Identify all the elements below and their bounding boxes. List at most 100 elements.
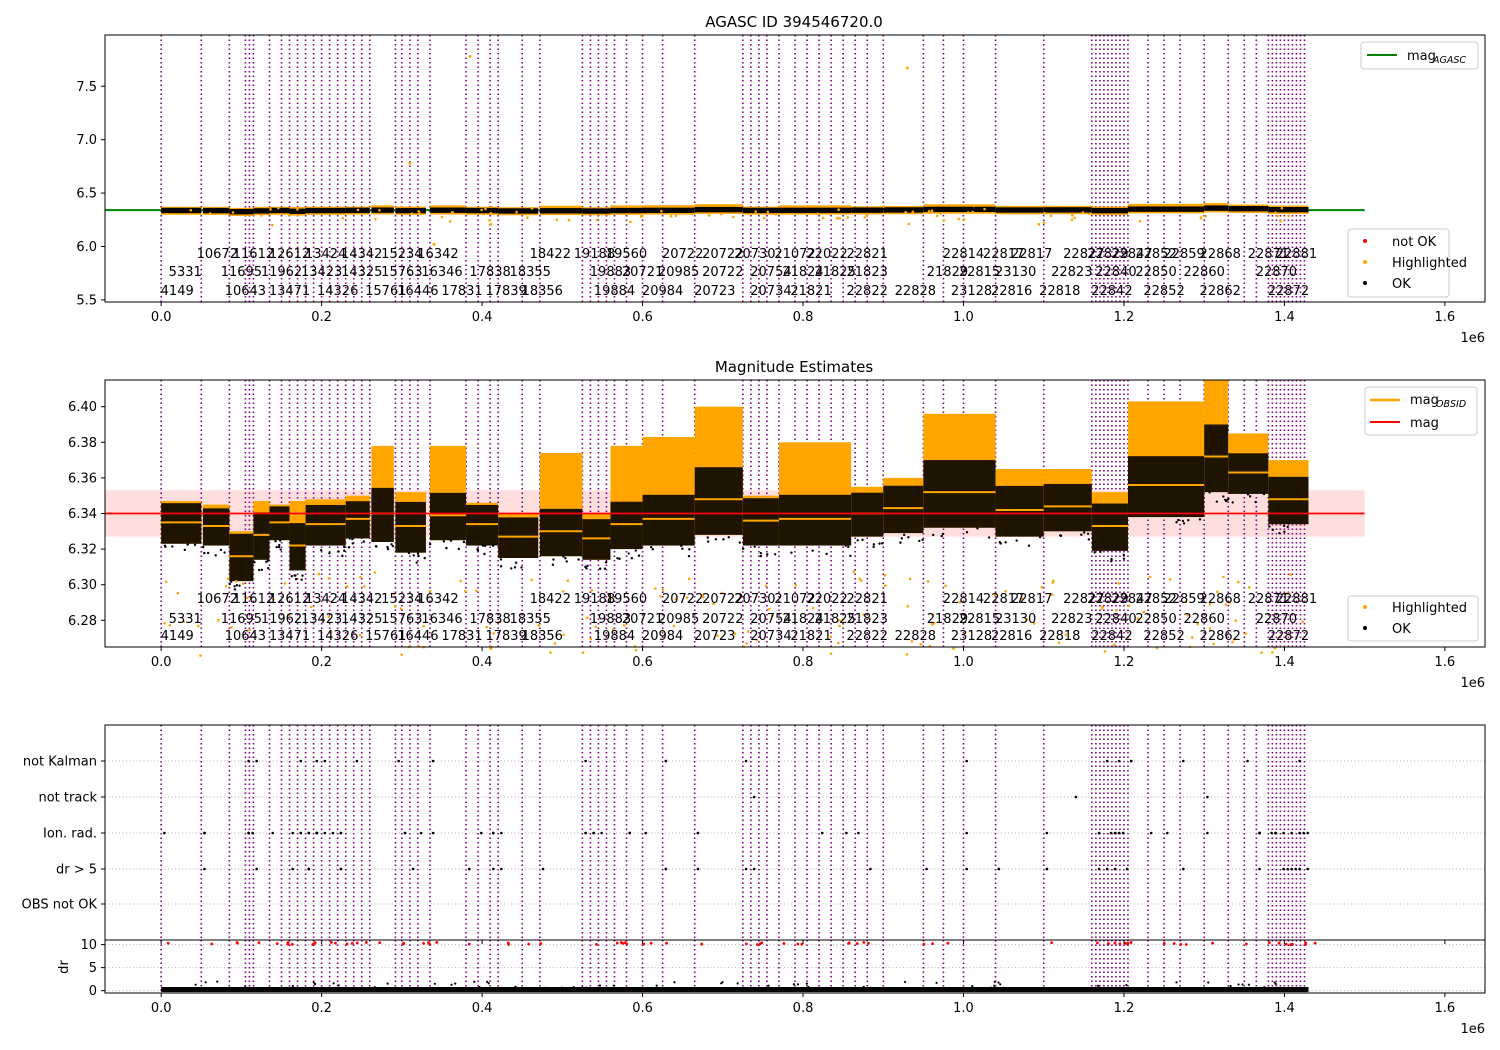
legend-mag-label: mag (1410, 416, 1439, 431)
flags-point (479, 831, 483, 835)
mid-obsid-label: 22847 (1111, 592, 1152, 607)
mid-ok-point (390, 543, 393, 546)
dr-panel: 0.0 0.2 0.4 0.6 0.8 1.0 1.2 1.4 1.6 1e6 0 5 10 dr (57, 938, 1486, 1037)
mid-ok-point (1182, 522, 1186, 525)
top-obsid-label: 20721 (622, 265, 663, 280)
mid-xtick-label: 1.4 (1274, 655, 1295, 670)
top-highlighted-point (595, 218, 599, 222)
mid-ok-band (642, 494, 695, 546)
top-obsid-label: 4149 (161, 284, 194, 299)
flags-point (397, 759, 400, 763)
dr-ok-point (485, 980, 489, 983)
flags-point (299, 759, 303, 763)
dr-not-ok-point (615, 941, 619, 945)
dr-not-ok-point (642, 942, 646, 946)
top-highlighted-point (1138, 219, 1142, 223)
top-highlighted-point (983, 207, 986, 211)
mid-highlighted-point (767, 607, 771, 611)
flags-point (696, 867, 700, 871)
top-obsid-label: 20723 (694, 284, 735, 299)
mid-ok-point (680, 544, 683, 547)
mid-ok-point (1015, 539, 1018, 542)
mid-obsid-label: 19560 (606, 592, 647, 607)
flags-point (291, 867, 295, 871)
flags-point (251, 831, 254, 835)
top-highlighted-point (1081, 211, 1085, 214)
mid-highlighted-point (944, 584, 947, 588)
top-obsid-label: 22817 (983, 247, 1024, 262)
top-obsid-label: 20722 (702, 247, 743, 262)
mid-ok-point (637, 554, 641, 557)
mid-ok-point (861, 538, 864, 541)
mid-obsid-label: 21825 (814, 612, 855, 627)
top-obsid-label: 13424 (305, 247, 346, 262)
mid-ok-point (627, 552, 630, 555)
dr-ok-point (721, 981, 724, 984)
top-obsid-label: 22860 (1184, 265, 1225, 280)
top-highlighted-point (907, 222, 911, 226)
top-highlighted-point (957, 217, 960, 221)
mid-ok-point (1271, 528, 1274, 531)
mid-ok-point (257, 568, 261, 572)
dr-ok-point (997, 981, 1000, 984)
top-obsid-label: 22821 (847, 247, 888, 262)
dr-not-ok-point (428, 942, 432, 946)
top-highlighted-point (962, 218, 966, 221)
top-ok-band (395, 207, 426, 214)
top-obsid-label: 22829 (1087, 247, 1128, 262)
dr-ok-point (655, 984, 658, 987)
mid-ytick-label: 6.30 (68, 578, 97, 593)
mid-ok-point (442, 540, 446, 543)
top-obsid-label: 20722 (662, 247, 703, 262)
mid-ok-band (1043, 483, 1092, 532)
top-xtick-label: 1.0 (953, 310, 974, 325)
flags-point (1097, 831, 1101, 835)
mid-highlighted-point (1236, 580, 1240, 584)
top-ok-band (269, 207, 290, 214)
top-obsid-label: 15761 (365, 284, 406, 299)
mid-highlighted-point (399, 607, 403, 611)
top-highlighted-point (660, 209, 663, 213)
dr-not-ok-point (621, 941, 625, 945)
dr-ok-point (1229, 984, 1232, 988)
mid-highlighted-point (245, 596, 249, 600)
dr-not-ok-point (286, 942, 290, 946)
top-highlighted-point (911, 210, 915, 214)
dr-not-ok-point (1244, 942, 1248, 946)
dr-ok-point (572, 986, 575, 989)
mid-ok-point (687, 554, 691, 558)
mid-ok-point (238, 584, 241, 587)
top-obsid-label: 21824 (782, 265, 823, 280)
top-highlighted-point (440, 215, 444, 219)
dr-not-ok-point (782, 942, 786, 945)
mid-highlighted-point (176, 591, 180, 595)
dr-ok-point (244, 985, 247, 989)
mid-obsid-label: 16446 (397, 629, 438, 644)
flags-point (411, 867, 415, 871)
mid-highlighted-point (687, 577, 691, 581)
mid-obsid-label: 22870 (1256, 612, 1297, 627)
dr-ok-point (999, 983, 1002, 986)
mid-highlighted-point (1286, 591, 1289, 595)
top-highlighted-point (846, 216, 850, 219)
mid-ok-point (233, 585, 236, 588)
dr-not-ok-point (847, 941, 851, 945)
mid-highlighted-point (919, 643, 923, 646)
top-ok-band (642, 207, 695, 214)
top-obsid-label: 15234 (381, 247, 422, 262)
flags-point (1165, 831, 1169, 835)
mid-ok-point (651, 548, 655, 551)
top-highlighted-point (555, 218, 559, 222)
mid-ytick-label: 6.36 (68, 471, 97, 486)
mid-highlighted-point (1232, 638, 1236, 641)
mid-highlighted-point (164, 580, 168, 583)
top-highlighted-point (530, 207, 534, 210)
mid-obsid-label: 22868 (1200, 592, 1241, 607)
flags-point (315, 831, 319, 835)
top-ok-band (229, 209, 254, 215)
top-obsid-label: 21829 (927, 265, 968, 280)
mid-obsid-label: 20721 (622, 612, 663, 627)
top-highlighted-point (448, 220, 452, 223)
